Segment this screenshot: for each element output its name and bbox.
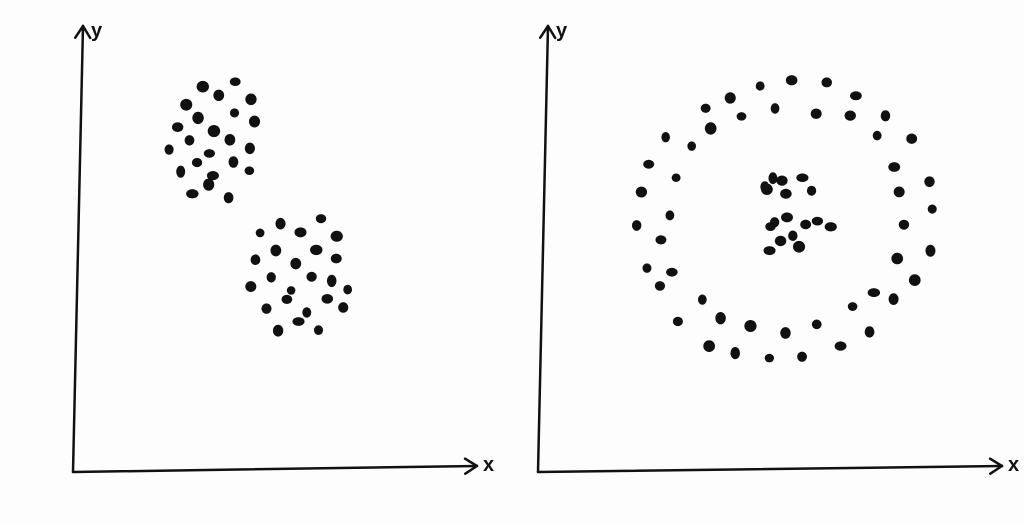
left-plot-svg xyxy=(25,10,495,500)
right-plot: yx xyxy=(520,10,1010,500)
left-plot-y-label: y xyxy=(91,20,102,43)
right-plot-svg xyxy=(520,10,1010,500)
right-plot-x-label: x xyxy=(1008,454,1019,477)
left-plot: yx xyxy=(25,10,495,500)
left-plot-x-label: x xyxy=(483,454,494,477)
right-plot-y-label: y xyxy=(556,20,567,43)
figure-stage: yxyx xyxy=(0,0,1024,526)
